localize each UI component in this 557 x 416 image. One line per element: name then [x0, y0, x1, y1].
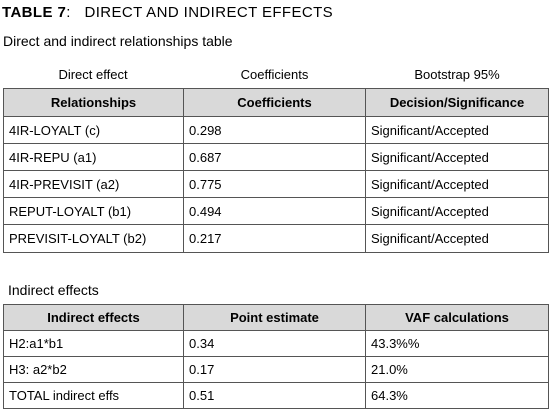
indirect-effect-cell: TOTAL indirect effs	[3, 382, 184, 409]
table-header-row: Indirect effects Point estimate VAF calc…	[3, 304, 549, 331]
table-number: TABLE 7	[2, 4, 67, 21]
table-row: H2:a1*b1 0.34 43.3%%	[3, 330, 549, 357]
table-title: DIRECT AND INDIRECT EFFECTS	[84, 4, 334, 21]
column-header-vaf: VAF calculations	[365, 304, 549, 331]
coefficient-cell: 0.494	[183, 197, 366, 225]
coefficient-cell: 0.217	[183, 224, 366, 253]
title-separator: :	[66, 4, 71, 21]
decision-cell: Significant/Accepted	[365, 224, 549, 253]
vaf-cell: 43.3%%	[365, 330, 549, 357]
table-row: H3: a2*b2 0.17 21.0%	[3, 356, 549, 383]
page-title: TABLE 7: DIRECT AND INDIRECT EFFECTS	[2, 4, 333, 21]
table-row: PREVISIT-LOYALT (b2) 0.217 Significant/A…	[3, 224, 549, 253]
caption-coefficients: Coefficients	[240, 67, 309, 82]
coefficient-cell: 0.775	[183, 170, 366, 198]
column-header-decision: Decision/Significance	[365, 88, 549, 117]
vaf-cell: 64.3%	[365, 382, 549, 409]
table-row: TOTAL indirect effs 0.51 64.3%	[3, 382, 549, 409]
coefficient-cell: 0.687	[183, 143, 366, 171]
direct-caption-row: Direct effect Coefficients Bootstrap 95%	[0, 67, 557, 83]
decision-cell: Significant/Accepted	[365, 197, 549, 225]
table-row: 4IR-REPU (a1) 0.687 Significant/Accepted	[3, 143, 549, 171]
table-row: 4IR-PREVISIT (a2) 0.775 Significant/Acce…	[3, 170, 549, 198]
column-header-indirect-effects: Indirect effects	[3, 304, 184, 331]
indirect-effects-table: Indirect effects Point estimate VAF calc…	[3, 304, 549, 409]
relationship-cell: REPUT-LOYALT (b1)	[3, 197, 184, 225]
table-row: REPUT-LOYALT (b1) 0.494 Significant/Acce…	[3, 197, 549, 225]
decision-cell: Significant/Accepted	[365, 170, 549, 198]
relationship-cell: 4IR-PREVISIT (a2)	[3, 170, 184, 198]
column-header-coefficients: Coefficients	[183, 88, 366, 117]
column-header-relationships: Relationships	[3, 88, 184, 117]
decision-cell: Significant/Accepted	[365, 143, 549, 171]
relationship-cell: 4IR-LOYALT (c)	[3, 116, 184, 144]
table-row: 4IR-LOYALT (c) 0.298 Significant/Accepte…	[3, 116, 549, 144]
point-estimate-cell: 0.17	[183, 356, 366, 383]
decision-cell: Significant/Accepted	[365, 116, 549, 144]
relationship-cell: PREVISIT-LOYALT (b2)	[3, 224, 184, 253]
caption-bootstrap: Bootstrap 95%	[414, 67, 500, 82]
point-estimate-cell: 0.34	[183, 330, 366, 357]
indirect-effect-cell: H2:a1*b1	[3, 330, 184, 357]
point-estimate-cell: 0.51	[183, 382, 366, 409]
indirect-effects-title: Indirect effects	[8, 282, 99, 298]
coefficient-cell: 0.298	[183, 116, 366, 144]
caption-direct-effect: Direct effect	[58, 67, 128, 82]
indirect-effect-cell: H3: a2*b2	[3, 356, 184, 383]
table-subtitle: Direct and indirect relationships table	[3, 33, 233, 49]
column-header-point-estimate: Point estimate	[183, 304, 366, 331]
table-header-row: Relationships Coefficients Decision/Sign…	[3, 88, 549, 117]
direct-effects-table: Relationships Coefficients Decision/Sign…	[3, 88, 549, 253]
vaf-cell: 21.0%	[365, 356, 549, 383]
relationship-cell: 4IR-REPU (a1)	[3, 143, 184, 171]
